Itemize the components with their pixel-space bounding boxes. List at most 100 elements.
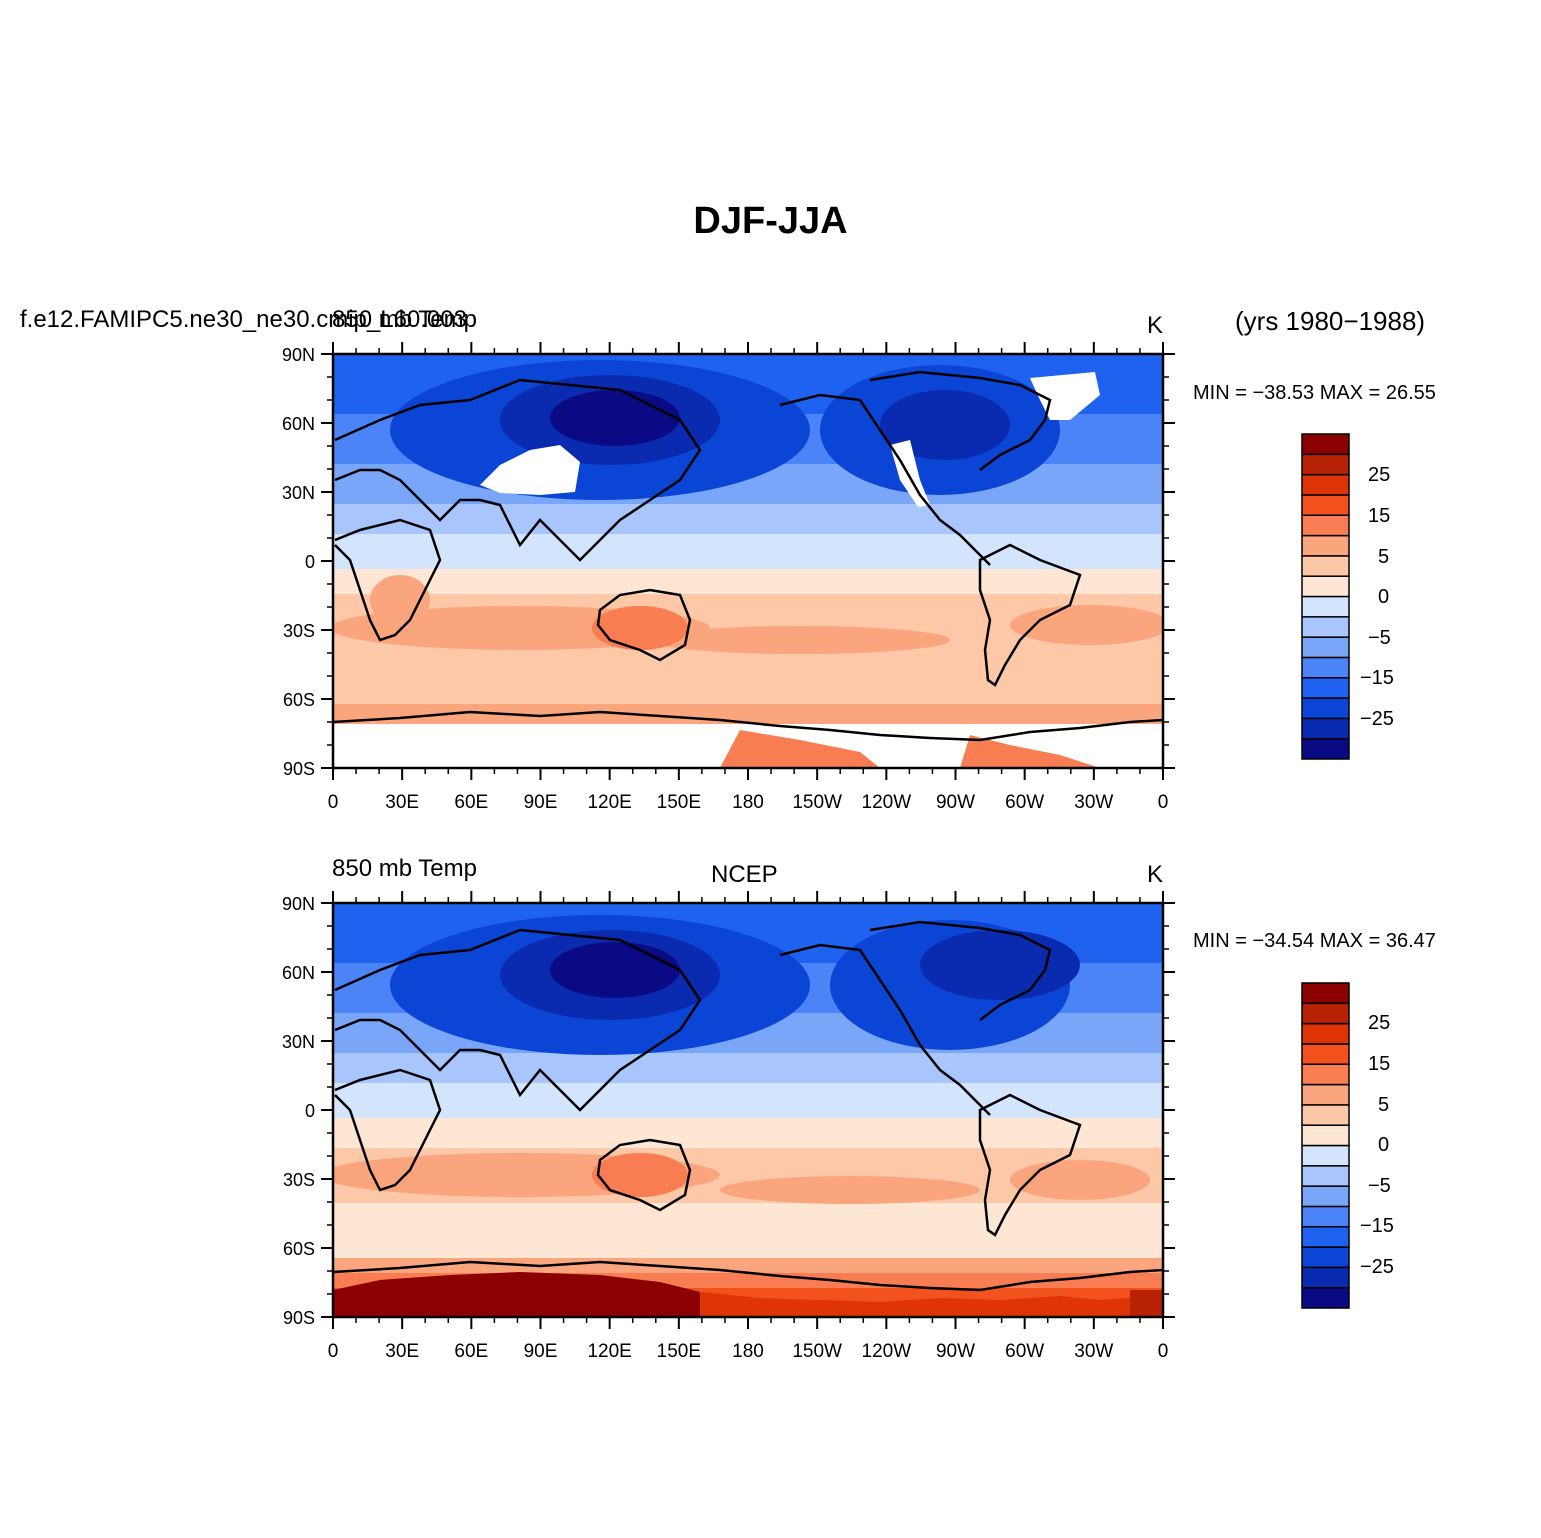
minmax-bottom: MIN = −34.54 MAX = 36.47 xyxy=(1193,930,1436,952)
colorbar-top-label: 15 xyxy=(1368,505,1391,527)
lon-tick-label: 30W xyxy=(1074,792,1113,813)
colorbar-box xyxy=(1301,595,1350,618)
colorbar-box xyxy=(1301,1165,1350,1187)
lon-tick-label: 180 xyxy=(732,792,764,813)
variable-label-bottom: 850 mb Temp xyxy=(332,855,477,882)
colorbar-box xyxy=(1301,1104,1350,1126)
colorbar-box xyxy=(1301,534,1350,557)
colorbar-bottom-label: 25 xyxy=(1368,1012,1391,1034)
lon-tick-label: 0 xyxy=(328,1341,339,1362)
colorbar-box xyxy=(1301,514,1350,537)
colorbar-box xyxy=(1301,737,1350,760)
colorbar-bottom-label: 15 xyxy=(1368,1053,1391,1075)
units-label-top: K xyxy=(1147,312,1164,339)
colorbar-box xyxy=(1301,616,1350,638)
lat-tick-label: 90N xyxy=(282,894,315,914)
colorbar-box xyxy=(1301,1063,1350,1086)
lon-tick-label: 60W xyxy=(1005,1341,1044,1362)
colorbar-bottom-label: 5 xyxy=(1378,1094,1390,1116)
colorbar-box xyxy=(1301,1205,1350,1228)
lon-tick-label: 150E xyxy=(657,792,701,813)
lon-tick-label: 150W xyxy=(792,1341,842,1362)
colorbar-box xyxy=(1301,575,1350,598)
colorbar-box xyxy=(1301,697,1350,720)
lon-tick-label: 150W xyxy=(792,792,842,813)
colorbar-top-label: 0 xyxy=(1378,586,1390,608)
colorbar-box xyxy=(1301,453,1350,476)
colorbar-box xyxy=(1301,1286,1350,1309)
colorbar-box xyxy=(1301,494,1350,516)
colorbar-box xyxy=(1301,1043,1350,1065)
colorbar-box xyxy=(1301,1144,1350,1167)
colorbar-box xyxy=(1301,473,1350,496)
colorbar-box xyxy=(1301,982,1350,1005)
lat-tick-label: 30N xyxy=(282,483,315,503)
lat-tick-label: 60N xyxy=(282,414,315,434)
colorbar-box xyxy=(1301,717,1350,740)
lat-tick-label: 30S xyxy=(283,1170,315,1190)
lon-tick-label: 60W xyxy=(1005,792,1044,813)
lon-tick-label: 120E xyxy=(587,792,631,813)
lat-tick-label: 90N xyxy=(282,345,315,365)
coastlines-bottom xyxy=(333,920,1163,1292)
colorbar-box xyxy=(1301,1083,1350,1106)
colorbar-box xyxy=(1301,555,1350,577)
colorbar-top-label: −25 xyxy=(1360,708,1394,730)
colorbar-box xyxy=(1301,1246,1350,1269)
lat-tick-label: 0 xyxy=(305,1101,315,1121)
variable-label-top: 850 mb Temp xyxy=(332,306,477,333)
lon-tick-label: 120W xyxy=(862,792,912,813)
case-label: f.e12.FAMIPC5.ne30_ne30.cmip_L60.003 xyxy=(20,306,467,333)
units-label-bottom: K xyxy=(1147,861,1164,888)
map-bottom-field xyxy=(333,903,1163,1317)
figure-title: DJF-JJA xyxy=(693,200,848,242)
lat-tick-label: 60N xyxy=(282,963,315,983)
lon-tick-label: 60E xyxy=(454,792,488,813)
colorbar-box xyxy=(1301,1226,1350,1248)
lat-tick-label: 0 xyxy=(305,552,315,572)
colorbar-top xyxy=(1301,433,1350,760)
colorbar-box xyxy=(1301,1266,1350,1289)
colorbar-box xyxy=(1301,636,1350,659)
lon-tick-label: 60E xyxy=(454,1341,488,1362)
colorbar-top-label: 25 xyxy=(1368,464,1391,486)
lat-tick-label: 90S xyxy=(283,759,315,779)
lon-tick-label: 30E xyxy=(385,792,419,813)
lon-tick-label: 30W xyxy=(1074,1341,1113,1362)
map-frame-top: 90N 60N 30N 0 30S 60S 90S 0 30E 60E 90E 120E 150E 180… xyxy=(282,342,1175,813)
colorbar-box xyxy=(1301,1022,1350,1045)
lon-tick-label: 90W xyxy=(936,1341,975,1362)
colorbar-box xyxy=(1301,1124,1350,1147)
lon-tick-label: 30E xyxy=(385,1341,419,1362)
colorbar-box xyxy=(1301,1185,1350,1208)
lon-tick-label: 90E xyxy=(524,1341,558,1362)
colorbar-top-label: −5 xyxy=(1368,627,1391,649)
lon-tick-label: 120W xyxy=(862,1341,912,1362)
colorbar-box xyxy=(1301,677,1350,699)
lon-tick-label: 0 xyxy=(1158,1341,1169,1362)
map-frame-bottom: 90N 60N 30N 0 30S 60S 90S 0 30E 60E 90E 120E 150E 180… xyxy=(282,891,1175,1362)
center-label-bottom: NCEP xyxy=(711,861,778,888)
lat-tick-label: 30S xyxy=(283,621,315,641)
colorbar-box xyxy=(1301,1002,1350,1025)
lon-tick-label: 90E xyxy=(524,792,558,813)
lat-tick-label: 60S xyxy=(283,690,315,710)
colorbar-bottom xyxy=(1301,982,1350,1309)
lon-tick-label: 90W xyxy=(936,792,975,813)
colorbar-top-label: −15 xyxy=(1360,667,1394,689)
lon-tick-label: 150E xyxy=(657,1341,701,1362)
lon-tick-label: 0 xyxy=(328,792,339,813)
years-label: (yrs 1980−1988) xyxy=(1235,306,1426,336)
coastlines-top xyxy=(333,370,1163,742)
colorbar-bottom-label: −15 xyxy=(1360,1215,1394,1237)
colorbar-bottom-label: 0 xyxy=(1378,1134,1390,1156)
colorbar-box xyxy=(1301,433,1350,456)
colorbar-top-label: 5 xyxy=(1378,546,1390,568)
colorbar-bottom-label: −5 xyxy=(1368,1175,1391,1197)
lon-tick-label: 0 xyxy=(1158,792,1169,813)
colorbar-box xyxy=(1301,656,1350,679)
minmax-top: MIN = −38.53 MAX = 26.55 xyxy=(1193,382,1436,404)
lat-tick-label: 60S xyxy=(283,1239,315,1259)
lat-tick-label: 30N xyxy=(282,1032,315,1052)
